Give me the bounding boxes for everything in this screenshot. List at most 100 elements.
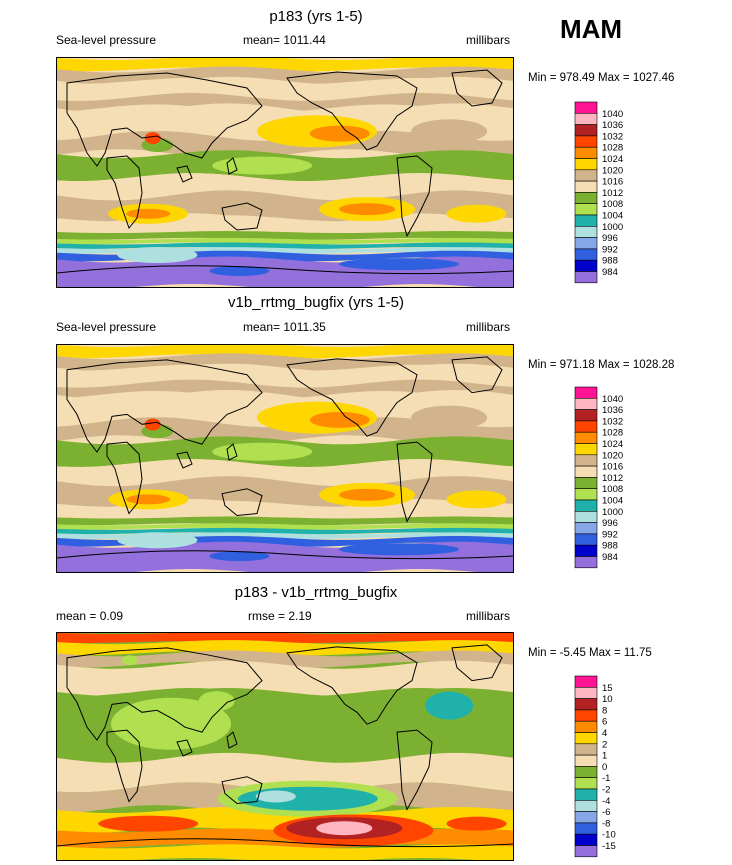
contour-cell xyxy=(411,119,488,144)
colorbar-swatch xyxy=(574,101,598,114)
colorbar-swatch xyxy=(574,675,598,688)
coastline xyxy=(226,157,238,175)
colorbar-level-label: 992 xyxy=(602,529,618,540)
panel-1-map xyxy=(56,57,514,288)
colorbar-swatch xyxy=(574,845,598,858)
coastline xyxy=(286,646,418,725)
colorbar-swatch xyxy=(574,124,598,137)
contour-band xyxy=(57,353,513,371)
panel-2-colorbar: 1040103610321028102410201016101210081004… xyxy=(574,386,623,569)
coastline xyxy=(106,155,143,230)
colorbar-swatch xyxy=(574,135,598,148)
coastline xyxy=(106,729,143,803)
colorbar-level-label: 984 xyxy=(602,552,618,563)
colorbar-swatch xyxy=(574,203,598,216)
contour-band xyxy=(57,523,513,530)
colorbar-level-label: 1040 xyxy=(602,109,623,120)
colorbar-swatch xyxy=(574,533,598,546)
contour-band xyxy=(57,231,513,240)
colorbar-swatch xyxy=(574,556,598,569)
panel-1-units: millibars xyxy=(466,33,511,47)
colorbar-swatch xyxy=(574,732,598,745)
coastline xyxy=(57,838,513,848)
contour-band xyxy=(57,345,513,359)
contour-band xyxy=(57,844,513,860)
contour-cell xyxy=(126,208,171,219)
contour-cell xyxy=(316,821,373,836)
contour-cell xyxy=(144,418,161,431)
colorbar-level-label: 1036 xyxy=(602,405,623,416)
coastline xyxy=(396,441,433,523)
contour-cell xyxy=(209,265,270,276)
colorbar-level-label: 1016 xyxy=(602,177,623,188)
coastline xyxy=(226,731,238,749)
colorbar-level-label: -6 xyxy=(602,807,610,818)
contour-band xyxy=(57,190,513,224)
coastline xyxy=(226,443,238,461)
contour-band xyxy=(57,76,513,101)
contour-band xyxy=(57,752,513,793)
colorbar-level-label: 1008 xyxy=(602,484,623,495)
colorbar-level-label: 1008 xyxy=(602,199,623,210)
colorbar-swatch xyxy=(574,409,598,422)
colorbar-level-label: 1012 xyxy=(602,473,623,484)
coastline xyxy=(221,202,263,231)
panel-3-minmax: Min = -5.45 Max = 11.75 xyxy=(528,647,652,659)
contour-cell xyxy=(309,125,370,142)
panel-1-colorbar: 1040103610321028102410201016101210081004… xyxy=(574,101,623,284)
colorbar-level-label: 996 xyxy=(602,233,618,244)
panel-3-units: millibars xyxy=(466,609,511,623)
colorbar-level-label: -4 xyxy=(602,796,610,807)
panel-3-title: p183 - v1b_rrtmg_bugfix xyxy=(234,584,398,601)
colorbar-level-label: 1004 xyxy=(602,211,623,222)
colorbar-level-label: 1 xyxy=(602,751,607,762)
contour-band xyxy=(57,633,513,644)
contour-band xyxy=(57,417,513,446)
contour-cell xyxy=(98,815,199,832)
colorbar-swatch xyxy=(574,720,598,733)
colorbar-swatch xyxy=(574,146,598,159)
coastline xyxy=(176,165,193,183)
colorbar-swatch xyxy=(574,833,598,846)
colorbar-level-label: -1 xyxy=(602,773,610,784)
contour-cell xyxy=(309,411,370,428)
contour-cell xyxy=(144,132,161,145)
panel-3-rmse: rmse = 2.19 xyxy=(248,609,312,623)
contour-band xyxy=(57,476,513,509)
contour-band xyxy=(57,527,513,535)
coastline xyxy=(451,644,503,682)
panel-2-map xyxy=(56,344,514,573)
colorbar-swatch xyxy=(574,169,598,182)
colorbar-swatch xyxy=(574,477,598,490)
colorbar-level-label: -8 xyxy=(602,818,610,829)
panel-1-title: p183 (yrs 1-5) xyxy=(269,8,363,25)
coastline xyxy=(286,71,418,151)
colorbar-level-label: 1040 xyxy=(602,394,623,405)
colorbar-swatch xyxy=(574,687,598,699)
contour-cell xyxy=(121,655,138,666)
contour-cell xyxy=(446,816,507,831)
coastline xyxy=(451,356,503,394)
colorbar-level-label: -2 xyxy=(602,785,610,796)
colorbar-swatch xyxy=(574,822,598,835)
panel-3-mean: mean = 0.09 xyxy=(56,609,124,623)
colorbar-level-label: 1032 xyxy=(602,416,623,427)
contour-cell xyxy=(411,405,488,430)
colorbar-level-label: 15 xyxy=(602,683,613,694)
contour-cell xyxy=(209,551,270,562)
colorbar-level-label: 8 xyxy=(602,705,607,716)
colorbar-level-label: 1016 xyxy=(602,462,623,473)
colorbar-swatch xyxy=(574,454,598,467)
contour-band xyxy=(57,379,513,399)
panel-3-map xyxy=(56,632,514,861)
colorbar-swatch xyxy=(574,113,598,125)
contour-band xyxy=(57,130,513,160)
colorbar-swatch xyxy=(574,811,598,824)
colorbar-level-label: 1004 xyxy=(602,496,623,507)
colorbar-swatch xyxy=(574,214,598,227)
panel-2-title: v1b_rrtmg_bugfix (yrs 1-5) xyxy=(228,294,404,311)
colorbar-swatch xyxy=(574,743,598,756)
coastline xyxy=(66,359,263,453)
colorbar-level-label: 1024 xyxy=(602,439,623,450)
colorbar-level-label: 1036 xyxy=(602,120,623,131)
